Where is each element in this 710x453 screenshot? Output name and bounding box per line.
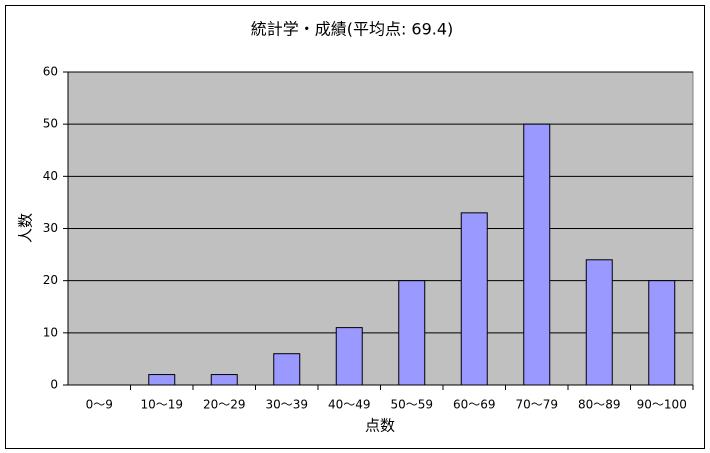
- x-axis-title: 点数: [365, 417, 395, 435]
- x-tick-label: 70〜79: [515, 398, 558, 412]
- x-tick-label: 20〜29: [203, 398, 246, 412]
- y-tick-label: 20: [43, 273, 58, 287]
- y-tick-label: 30: [43, 221, 58, 235]
- bar: [460, 212, 488, 386]
- x-tick-label: 90〜100: [637, 398, 687, 412]
- bar: [335, 327, 363, 386]
- x-tick-label: 10〜19: [140, 398, 183, 412]
- y-tick-label: 10: [43, 325, 58, 339]
- bar: [648, 280, 676, 386]
- y-axis-title: 人数: [17, 213, 35, 243]
- bar: [273, 353, 301, 386]
- y-tick-label: 60: [43, 65, 58, 79]
- chart-title: 統計学・成績(平均点: 69.4): [251, 20, 454, 39]
- y-tick-label: 40: [43, 169, 58, 183]
- x-tick-label: 60〜69: [453, 398, 496, 412]
- bar: [210, 374, 238, 386]
- y-tick-label: 50: [43, 117, 58, 131]
- x-tick-label: 40〜49: [328, 398, 371, 412]
- x-tick-label: 80〜89: [578, 398, 621, 412]
- bar: [398, 280, 426, 386]
- bar: [585, 259, 613, 386]
- x-tick-label: 30〜39: [265, 398, 308, 412]
- x-tick-label: 0〜9: [86, 398, 113, 412]
- x-tick-label: 50〜59: [390, 398, 433, 412]
- bar: [523, 123, 551, 386]
- bar: [148, 374, 176, 386]
- y-tick-label: 0: [50, 378, 58, 392]
